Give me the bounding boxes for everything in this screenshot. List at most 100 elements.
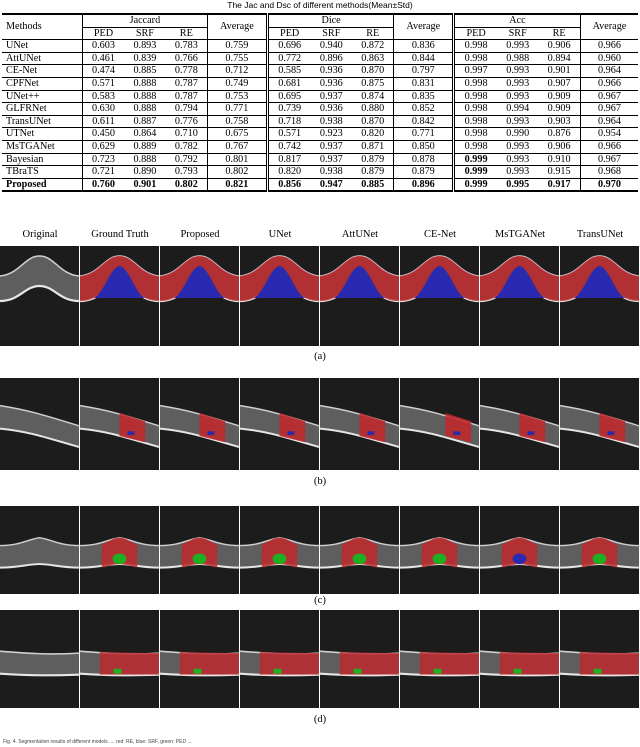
oct-panel-unet [240,246,319,346]
oct-panel-ground-truth [80,506,159,594]
oct-panel-mstganet [480,506,559,594]
table-cell: 0.870 [351,114,394,128]
table-cell: 0.820 [265,165,311,179]
table-cell: 0.936 [310,102,352,116]
oct-panel-unet [240,378,319,470]
table-cell: 0.874 [351,89,394,103]
sub-header-acc-re: RE [538,27,581,41]
table-cell: 0.909 [538,102,581,116]
table-cell: 0.999 [452,165,498,179]
table-caption: The Jac and Dsc of different methods(Mea… [227,0,413,10]
table-row: GLFRNet 0.630 0.888 0.794 0.771 0.739 0.936 0.8… [2,102,638,116]
table-cell: 0.760 [82,177,125,193]
table-cell: 0.836 [393,39,454,53]
table-cell: 0.998 [452,39,498,53]
table-cell: 0.821 [207,177,268,193]
table-cell: 0.718 [265,114,311,128]
table-cell: 0.947 [310,177,352,193]
table-cell: 0.937 [310,139,352,154]
table-cell: 0.885 [351,177,394,193]
table-cell: 0.863 [351,51,394,65]
table-cell: 0.571 [82,76,125,91]
oct-panel-ground-truth [80,378,159,470]
table-cell: 0.842 [393,114,454,128]
table-cell: 0.876 [538,127,581,141]
table-cell: 0.966 [579,139,638,154]
table-cell: 0.767 [207,139,268,154]
figure-column-labels: Original Ground Truth Proposed UNet AttU… [0,226,640,246]
table-cell: 0.890 [124,165,166,179]
oct-panel-mstganet [480,610,559,708]
table-row: Proposed 0.760 0.901 0.802 0.821 0.856 0.947 0.… [2,177,638,193]
oct-row-a [0,246,640,346]
column-label-ce-net: CE-Net [423,229,457,240]
table-cell: 0.870 [351,64,394,78]
oct-panel-attunet [320,506,399,594]
sub-header-acc-srf: SRF [497,27,539,41]
table-row: TBraTS 0.721 0.890 0.793 0.802 0.820 0.938 0.87… [2,165,638,179]
table-cell: 0.742 [265,139,311,154]
table-cell: 0.998 [452,76,498,91]
oct-panel-transunet [560,246,639,346]
table-cell: 0.990 [497,127,539,141]
table-row: UNet 0.603 0.893 0.783 0.759 0.696 0.940 0.872 0… [2,39,638,53]
table-cell: 0.681 [265,76,311,91]
table-cell: 0.888 [124,152,166,166]
oct-panel-original [0,506,79,594]
table-cell: 0.888 [124,102,166,116]
table-cell: 0.893 [124,39,166,53]
table-cell: 0.583 [82,89,125,103]
sub-header-jaccard-re: RE [165,27,208,41]
table-row: Bayesian 0.723 0.888 0.792 0.801 0.817 0.937 0.… [2,152,638,166]
subfigure-label-a: (a) [314,351,326,362]
table-cell: 0.787 [165,89,208,103]
segmentation-figure: Original Ground Truth Proposed UNet AttU… [0,226,640,738]
oct-panel-ce-net [400,246,479,346]
table-cell: 0.461 [82,51,125,65]
table-cell: 0.794 [165,102,208,116]
table-cell: 0.960 [579,51,638,65]
oct-panel-ce-net [400,506,479,594]
table-cell: 0.872 [351,39,394,53]
oct-panel-proposed [160,610,239,708]
table-row: MsTGANet 0.629 0.889 0.782 0.767 0.742 0.937 0.… [2,139,638,154]
table-cell: CE-Net [2,64,83,78]
table-cell: 0.923 [310,127,352,141]
table-cell: 0.964 [579,114,638,128]
oct-row-c [0,506,640,594]
table-cell: 0.993 [497,114,539,128]
table-cell: 0.940 [310,39,352,53]
table-cell: 0.993 [497,139,539,154]
table-cell: 0.629 [82,139,125,154]
table-cell: 0.695 [265,89,311,103]
table-cell: GLFRNet [2,102,83,116]
subfigure-label-c: (c) [314,595,326,606]
table-row: UNet++ 0.583 0.888 0.787 0.753 0.695 0.937 0.87… [2,89,638,103]
table-cell: 0.998 [452,51,498,65]
table-cell: 0.771 [393,127,454,141]
oct-panel-ground-truth [80,246,159,346]
table-cell: 0.787 [165,76,208,91]
oct-panel-ce-net [400,610,479,708]
table-cell: UNet [2,39,83,53]
table-cell: 0.875 [351,76,394,91]
table-cell: 0.783 [165,39,208,53]
table-cell: 0.966 [579,76,638,91]
table-cell: 0.817 [265,152,311,166]
average-header-dice: Average [393,13,454,40]
sub-header-dice-ped: PED [265,27,311,41]
table-cell: 0.831 [393,76,454,91]
table-cell: 0.776 [165,114,208,128]
table-row: TransUNet 0.611 0.887 0.776 0.758 0.718 0.938 0… [2,114,638,128]
sub-header-jaccard-srf: SRF [124,27,166,41]
table-cell: Proposed [2,177,83,193]
table-cell: 0.993 [497,64,539,78]
methods-header: Methods [2,13,83,40]
table-cell: 0.839 [124,51,166,65]
table-cell: 0.835 [393,89,454,103]
oct-panel-attunet [320,378,399,470]
table-cell: 0.721 [82,165,125,179]
table-row: CPFNet 0.571 0.888 0.787 0.749 0.681 0.936 0.87… [2,76,638,91]
oct-panel-attunet [320,246,399,346]
table-cell: 0.993 [497,76,539,91]
